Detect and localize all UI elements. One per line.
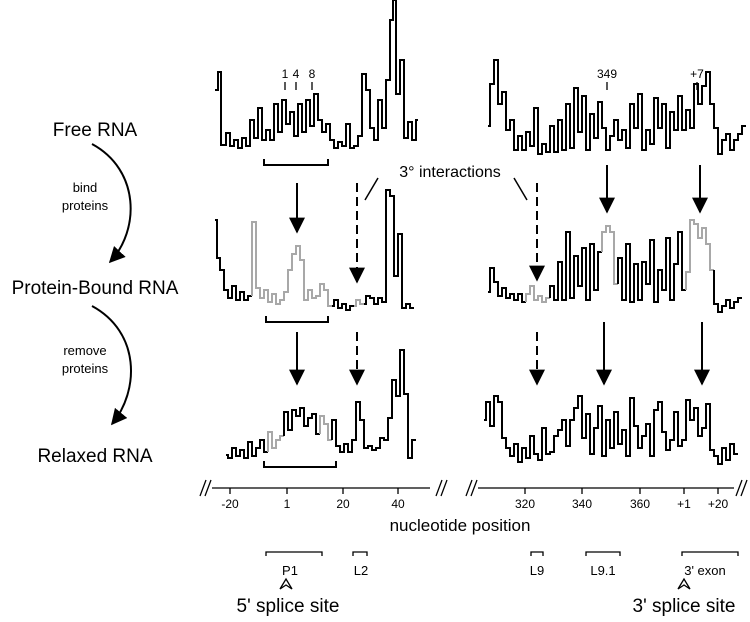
x-axis-right (465, 479, 748, 497)
tertiary-pointer-left (364, 177, 379, 201)
bind-step-label-line2: proteins (62, 198, 109, 213)
p1-bracket-relaxed (263, 461, 337, 468)
tick-label: +20 (708, 497, 729, 511)
tick-label: 340 (572, 497, 592, 511)
nucleotide-mark-4: 4 (293, 67, 300, 81)
nucleotide-marks-right: 349 +7 (597, 67, 704, 90)
bind-proteins-arrow (91, 143, 132, 264)
trace-bound-right (488, 219, 742, 313)
axis-tick-labels: -20 1 20 40 320 340 360 +1 +20 (221, 497, 728, 511)
trace-relaxed-right (484, 395, 738, 465)
remove-step-label-line1: remove (63, 343, 106, 358)
p1-bracket-free (263, 159, 329, 166)
nucleotide-marks-left: 1 4 8 (282, 67, 316, 90)
trace-relaxed-left (226, 349, 416, 459)
five-prime-splice-site-marker (279, 577, 293, 590)
trace-bound-left (215, 189, 414, 311)
tick-label: 20 (336, 497, 350, 511)
nucleotide-mark-plus7: +7 (690, 67, 704, 81)
region-label-l9-1: L9.1 (590, 563, 615, 578)
region-label-p1: P1 (282, 563, 298, 578)
remove-proteins-arrow (91, 305, 132, 426)
tertiary-interactions-label: 3° interactions (399, 164, 501, 181)
region-brackets (265, 551, 739, 556)
state-label-relaxed: Relaxed RNA (37, 446, 152, 467)
axis-title: nucleotide position (390, 516, 531, 535)
transition-arrows (289, 165, 710, 386)
tick-label: 1 (284, 497, 291, 511)
state-label-free: Free RNA (53, 120, 138, 141)
trace-free-left (215, 0, 418, 149)
trace-free-right (488, 59, 746, 155)
three-prime-splice-site-marker (677, 577, 691, 590)
tick-label: 320 (515, 497, 535, 511)
remove-step-label-line2: proteins (62, 361, 109, 376)
nucleotide-mark-1: 1 (282, 67, 289, 81)
nucleotide-mark-8: 8 (309, 67, 316, 81)
tick-label: 360 (630, 497, 650, 511)
region-label-l2: L2 (354, 563, 368, 578)
tertiary-pointer-right (513, 177, 528, 201)
x-axis-left (199, 479, 448, 497)
five-prime-splice-site-label: 5' splice site (237, 596, 340, 617)
region-label-l9: L9 (530, 563, 544, 578)
region-label-3-exon: 3' exon (684, 563, 726, 578)
tick-label: +1 (677, 497, 691, 511)
bind-step-label-line1: bind (73, 180, 98, 195)
p1-bracket-bound (265, 316, 329, 323)
state-label-protein-bound: Protein-Bound RNA (12, 278, 179, 299)
tick-label: -20 (221, 497, 239, 511)
three-prime-splice-site-label: 3' splice site (633, 596, 736, 617)
nucleotide-mark-349: 349 (597, 67, 617, 81)
tick-label: 40 (391, 497, 405, 511)
